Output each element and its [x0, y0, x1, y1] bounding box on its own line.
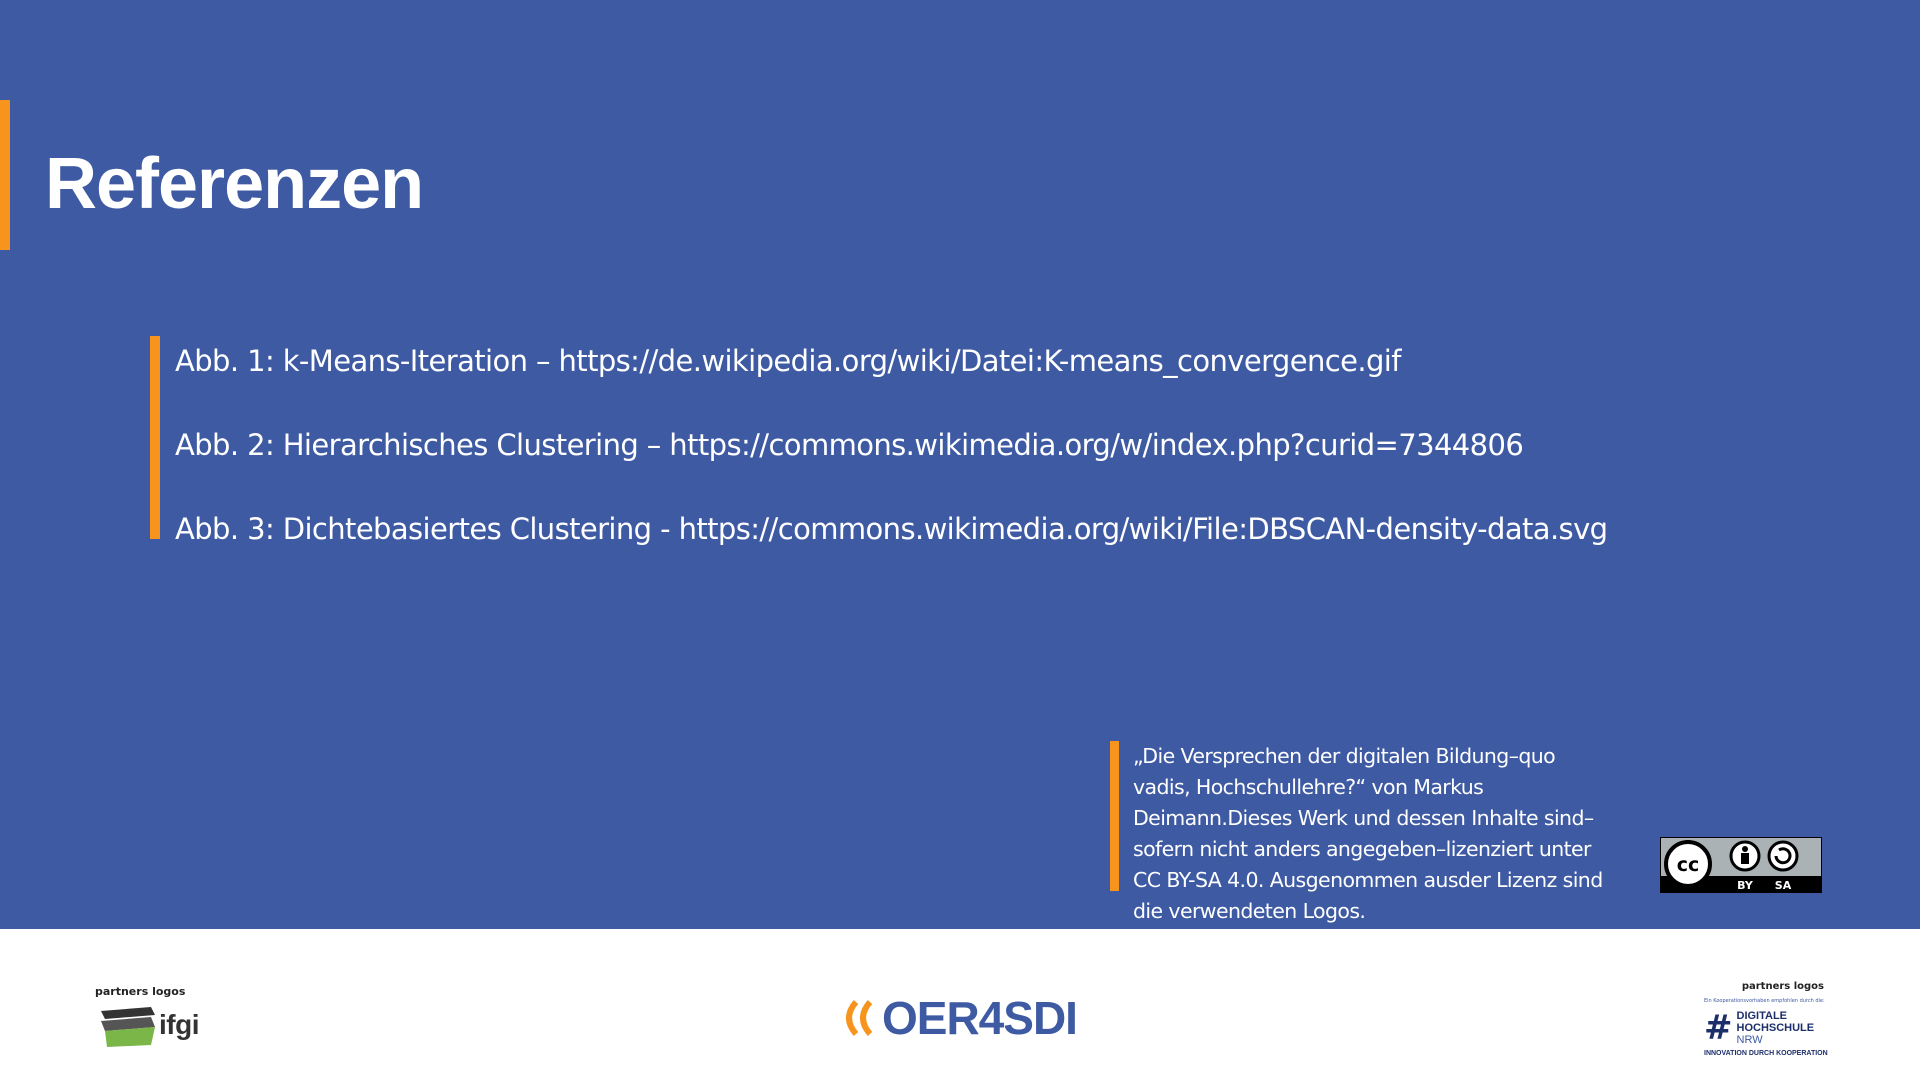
license-text: „Die Versprechen der digitalen Bildung–q…	[1133, 744, 1603, 923]
ifgi-logo-text: ifgi	[159, 1009, 200, 1040]
dh-small-text: Ein Kooperationsvorhaben empfohlen durch…	[1704, 998, 1825, 1004]
svg-text:SA: SA	[1775, 879, 1792, 892]
cc-by-sa-icon: cc BY SA	[1661, 840, 1821, 892]
slide-area: Referenzen Abb. 1: k-Means-Iteration – h…	[0, 100, 1822, 923]
partners-label-left: partners logos	[95, 985, 186, 998]
slide-title: Referenzen	[45, 144, 424, 224]
reference-item-3: Abb. 3: Dichtebasiertes Clustering - htt…	[175, 512, 1608, 546]
dh-line-2: HOCHSCHULE	[1736, 1022, 1815, 1034]
svg-text:cc: cc	[1677, 854, 1700, 876]
hash-icon: #	[1704, 1008, 1733, 1048]
ifgi-logo-icon	[101, 1007, 155, 1047]
partner-logo-left: partners logos ifgi	[95, 985, 200, 1047]
dh-line-3: NRW	[1736, 1034, 1763, 1046]
reference-list: Abb. 1: k-Means-Iteration – https://de.w…	[150, 336, 1750, 546]
dh-line-1: DIGITALE	[1736, 1010, 1788, 1022]
footer: partners logos ifgi OER4SDI partners log…	[0, 929, 1920, 1080]
reference-item-1: Abb. 1: k-Means-Iteration – https://de.w…	[175, 344, 1401, 378]
partner-logo-right: partners logos Ein Kooperationsvorhaben …	[1704, 981, 1828, 1057]
reference-item-2: Abb. 2: Hierarchisches Clustering – http…	[175, 428, 1524, 462]
dh-tagline: INNOVATION DURCH KOOPERATION	[1704, 1050, 1828, 1057]
cc-by-sa-badge: cc BY SA	[1660, 837, 1822, 893]
oer4sdi-logo-text: OER4SDI	[882, 992, 1078, 1044]
title-accent-bar	[0, 100, 10, 250]
svg-text:BY: BY	[1737, 879, 1754, 892]
oer4sdi-logo: OER4SDI	[838, 991, 1078, 1045]
digitale-hochschule-logo: # DIGITALE HOCHSCHULE NRW	[1704, 1010, 1824, 1046]
partners-label-right: partners logos	[1741, 981, 1824, 992]
oer-chevrons-icon	[846, 1000, 873, 1036]
license-note: „Die Versprechen der digitalen Bildung–q…	[1110, 741, 1610, 923]
